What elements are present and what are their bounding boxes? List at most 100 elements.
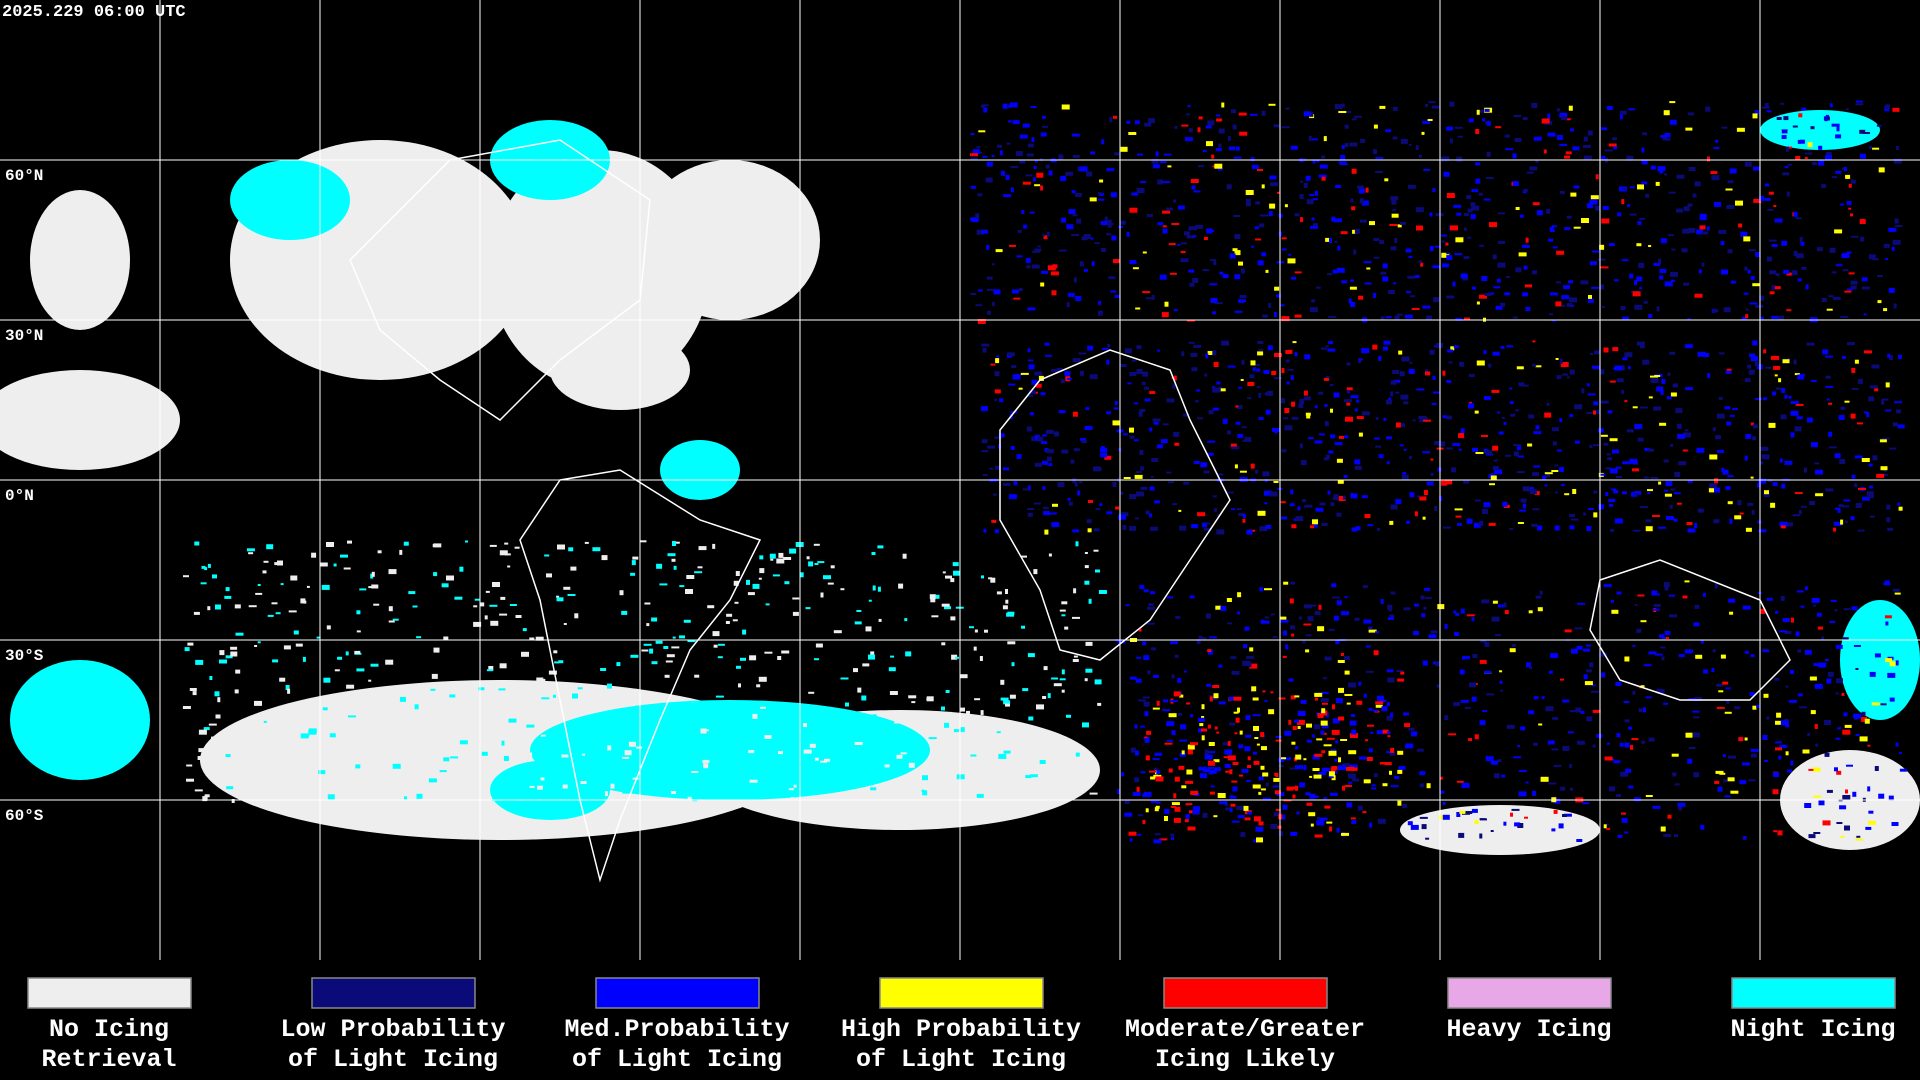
cloud-speckle xyxy=(671,646,680,649)
cloud-speckle xyxy=(1509,527,1514,530)
cloud-speckle xyxy=(1629,213,1637,216)
cloud-speckle xyxy=(1433,391,1440,394)
cloud-speckle xyxy=(1768,191,1774,195)
cloud-speckle xyxy=(1137,153,1143,156)
cloud-speckle xyxy=(1773,365,1781,370)
cloud-speckle xyxy=(1344,694,1353,696)
cloud-speckle xyxy=(1048,170,1053,176)
cloud-speckle xyxy=(707,605,715,609)
cloud-speckle xyxy=(1104,216,1108,220)
cloud-speckle xyxy=(1559,112,1568,118)
cloud-speckle xyxy=(1885,258,1889,260)
cloud-speckle xyxy=(1328,628,1335,631)
cloud-speckle xyxy=(1565,151,1572,155)
cloud-speckle xyxy=(1173,757,1178,760)
cloud-speckle xyxy=(1308,604,1317,607)
cloud-speckle xyxy=(1013,297,1021,300)
cloud-speckle xyxy=(1290,489,1294,495)
cloud-speckle xyxy=(1843,712,1848,717)
cloud-speckle xyxy=(300,598,306,604)
cloud-speckle xyxy=(695,711,703,716)
cloud-speckle xyxy=(1688,167,1696,171)
cloud-speckle xyxy=(898,583,904,589)
cloud-speckle xyxy=(1673,492,1681,495)
cloud-speckle xyxy=(1086,171,1093,177)
cloud-speckle xyxy=(994,529,999,534)
cloud-speckle xyxy=(1671,753,1679,757)
cloud-speckle xyxy=(1243,644,1248,649)
cloud-speckle xyxy=(1551,319,1556,322)
cloud-speckle xyxy=(1609,380,1616,383)
cloud-speckle xyxy=(1292,341,1297,344)
cloud-speckle xyxy=(1751,356,1758,362)
cloud-speckle xyxy=(672,636,676,639)
cloud-speckle xyxy=(1800,505,1807,508)
cloud-speckle xyxy=(1380,598,1384,604)
cloud-speckle xyxy=(1258,776,1264,781)
cloud-speckle xyxy=(1688,112,1695,116)
cloud-speckle xyxy=(1851,367,1856,373)
cloud-speckle xyxy=(922,775,928,781)
cloud-speckle xyxy=(1601,127,1608,131)
cloud-speckle xyxy=(756,684,761,688)
cloud-speckle xyxy=(1593,401,1599,406)
cloud-speckle xyxy=(1606,106,1613,110)
cloud-speckle xyxy=(193,611,200,615)
cloud-speckle xyxy=(1043,235,1048,240)
legend-label: Night Icing xyxy=(1730,1015,1895,1044)
cloud-speckle xyxy=(1459,669,1465,675)
cloud-speckle xyxy=(1664,173,1668,176)
cloud-speckle xyxy=(1041,460,1048,465)
cloud-speckle xyxy=(1626,155,1634,161)
cloud-speckle xyxy=(1061,217,1067,223)
cloud-speckle xyxy=(1760,446,1769,451)
cloud-speckle xyxy=(1150,776,1156,780)
cloud-speckle xyxy=(1348,682,1356,688)
cloud-speckle xyxy=(1727,501,1733,505)
cloud-speckle xyxy=(1735,200,1743,206)
cloud-speckle xyxy=(1382,729,1389,734)
cloud-speckle xyxy=(1600,400,1609,404)
cloud-speckle xyxy=(1684,429,1689,432)
cloud-speckle xyxy=(1888,227,1897,232)
cloud-speckle xyxy=(1206,683,1212,687)
cloud-speckle xyxy=(353,755,360,760)
cloud-speckle xyxy=(1160,439,1168,444)
cloud-speckle xyxy=(1493,286,1501,289)
cloud-speckle xyxy=(1187,749,1193,755)
cloud-speckle xyxy=(1540,776,1549,782)
cloud-speckle xyxy=(1149,391,1156,395)
cloud-speckle xyxy=(1365,739,1369,742)
cloud-speckle xyxy=(1114,152,1120,156)
cloud-speckle xyxy=(1264,490,1272,496)
cloud-speckle xyxy=(1073,277,1077,283)
cloud-speckle xyxy=(1149,486,1155,491)
cloud-speckle xyxy=(1498,431,1504,435)
cloud-speckle xyxy=(1800,139,1805,144)
cloud-speckle xyxy=(1036,172,1044,178)
cloud-speckle xyxy=(1354,465,1362,470)
cloud-speckle xyxy=(306,585,310,588)
cloud-speckle xyxy=(1173,691,1181,697)
cloud-speckle xyxy=(978,721,982,725)
cloud-speckle xyxy=(1621,199,1625,205)
cloud-speckle xyxy=(1652,608,1660,611)
cloud-speckle xyxy=(450,756,459,759)
cloud-speckle xyxy=(1022,181,1031,185)
cloud-speckle xyxy=(673,541,680,544)
cloud-speckle xyxy=(1061,104,1070,110)
cloud-speckle xyxy=(1100,221,1108,226)
cloud-speckle xyxy=(1324,805,1331,809)
cloud-speckle xyxy=(1513,451,1519,457)
cloud-speckle xyxy=(1290,581,1296,585)
cloud-speckle xyxy=(1244,437,1252,442)
cloud-speckle xyxy=(1084,552,1088,554)
cloud-speckle xyxy=(1006,142,1011,145)
cloud-speckle xyxy=(1531,523,1538,527)
cloud-speckle xyxy=(508,718,517,723)
cloud-speckle xyxy=(473,621,482,627)
cloud-speckle xyxy=(1356,700,1363,705)
cloud-speckle xyxy=(1752,424,1758,429)
cloud-speckle xyxy=(1389,520,1394,525)
cloud-speckle xyxy=(1402,472,1407,475)
